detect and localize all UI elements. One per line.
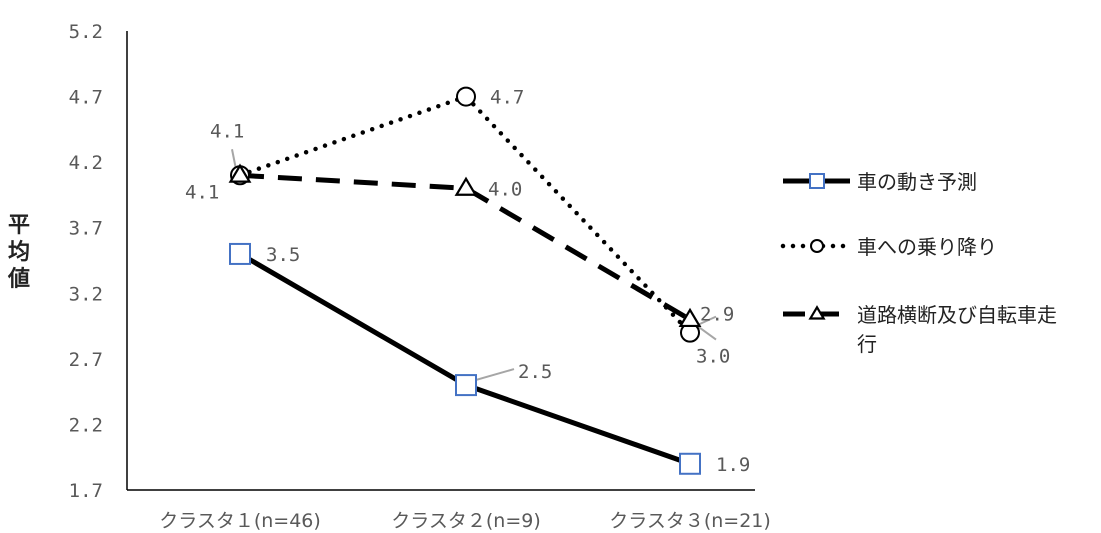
x-tick-label: クラスタ２(n=9) <box>391 510 541 532</box>
y-tick-label: 3.2 <box>69 283 103 305</box>
axes <box>126 31 755 491</box>
series-line-3 <box>239 172 692 322</box>
y-tick-label: 1.7 <box>69 480 103 502</box>
legend-label: 車への乗り降り <box>857 235 997 259</box>
data-label: 3.5 <box>266 244 300 266</box>
data-label: 3.0 <box>696 346 730 368</box>
y-tick-labels: 5.2 4.7 4.2 3.7 3.2 2.7 2.2 1.7 <box>69 21 103 502</box>
y-axis-title-char: 均 <box>8 239 30 265</box>
leader-line <box>231 149 237 170</box>
x-tick-label: クラスタ１(n=46) <box>159 510 321 532</box>
label-leader-lines <box>231 149 717 383</box>
series-markers <box>228 86 702 475</box>
series-lines <box>237 94 693 467</box>
legend-label: 行 <box>857 332 877 356</box>
series-line-1 <box>238 251 691 467</box>
data-label: 1.9 <box>716 454 750 476</box>
y-tick-label: 5.2 <box>69 21 103 43</box>
data-labels: 3.5 2.5 1.9 4.1 4.7 2.9 4.1 4.0 3.0 <box>185 87 750 476</box>
circle-marker <box>456 86 476 107</box>
square-marker <box>229 242 251 265</box>
circle-marker <box>810 239 824 253</box>
y-tick-label: 4.7 <box>69 87 103 109</box>
series-line-2 <box>237 94 693 335</box>
data-label: 4.7 <box>490 87 524 109</box>
square-marker <box>455 374 477 397</box>
y-axis-title-char: 値 <box>7 267 30 292</box>
data-label: 4.1 <box>210 120 244 142</box>
y-tick-label: 2.2 <box>69 414 103 436</box>
triangle-marker <box>808 305 826 320</box>
data-label: 4.1 <box>185 181 219 203</box>
x-tick-labels: クラスタ１(n=46) クラスタ２(n=9) クラスタ３(n=21) <box>159 510 771 532</box>
square-marker <box>679 452 701 475</box>
y-tick-label: 4.2 <box>69 152 103 174</box>
y-axis-title: 平均値 <box>7 213 30 292</box>
triangle-marker <box>678 307 702 328</box>
y-axis-title-char: 平 <box>8 213 30 238</box>
legend-label: 道路横断及び自転車走 <box>857 303 1057 327</box>
square-marker <box>809 173 825 189</box>
data-label: 2.9 <box>700 304 734 326</box>
x-tick-label: クラスタ３(n=21) <box>609 510 771 532</box>
data-label: 4.0 <box>488 178 522 200</box>
legend-label: 車の動き予測 <box>857 170 977 194</box>
leader-line <box>471 368 515 383</box>
triangle-marker <box>454 176 478 196</box>
data-label: 2.5 <box>518 361 552 383</box>
y-tick-label: 3.7 <box>69 218 103 240</box>
y-tick-label: 2.7 <box>69 349 103 371</box>
triangle-marker <box>228 163 252 183</box>
